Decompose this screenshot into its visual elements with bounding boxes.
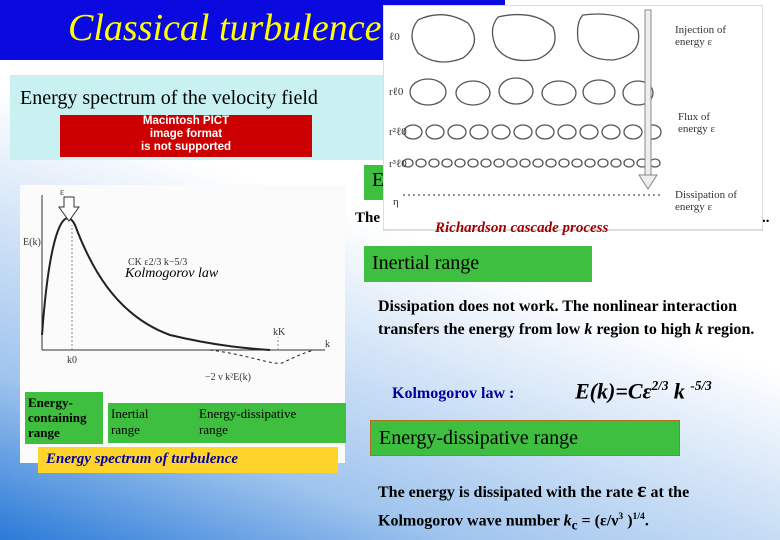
title: Classical turbulence [68,7,382,49]
scale-label: r³ℓ0 [389,158,407,170]
range-box: Energy-dissipative range [196,403,346,443]
pict-line: Macintosh PICT [142,115,230,127]
text-run: ) [623,512,633,530]
hidden-box-text: E [372,169,385,191]
scale-label: η [393,196,399,208]
text-run: = (ε/ν [577,512,619,530]
dissipative-text: The energy is dissipated with the rate ε… [378,478,773,538]
hidden-line: The [355,210,381,226]
text-run: k [584,321,593,338]
scale-label: r²ℓ0 [389,126,407,138]
text-run: k [668,378,691,404]
text-run: 2/3 [651,378,669,393]
dissipation-label: energy ε [675,201,712,213]
cascade-bg [383,5,763,231]
text-run: . [644,512,649,530]
cascade-figure: ℓ0 rℓ0 r²ℓ0 r³ℓ0 η Injection of energy ε… [383,5,763,236]
range-text: Energy-dissipative [199,406,297,421]
k0-label: k0 [67,355,77,366]
text-run: 3 [618,511,624,522]
spectrum-curve [41,217,271,351]
text-run: region. [703,321,755,338]
range-text: Energy- [28,395,73,410]
text-run: k [695,321,704,338]
range-text: containing [28,410,87,425]
text-run: The energy is dissipated with the rate [378,484,638,501]
text-run: region to high [592,321,696,338]
inertial-text: Dissipation does not work. The nonlinear… [378,295,768,341]
y-label: E(k) [23,237,41,248]
pict-line: image format [149,128,223,140]
x-label: k [325,339,330,350]
range-box: Energy-containing range [25,392,103,444]
epsilon-label: ε [60,187,64,198]
field-text: Energy spectrum of the velocity field [20,87,318,109]
flux-label: Flux of [678,111,710,123]
range-box: Inertial range [108,403,196,443]
range-text: range [111,422,140,437]
field-box: Energy spectrum of the velocity field Ma… [10,75,390,160]
text-run: ε [637,477,647,502]
dissip-formula: −2 ν k²E(k) [205,372,251,383]
spectrum-caption: Energy spectrum of turbulence [38,447,338,473]
law-label: Kolmogorov law [124,266,219,281]
hidden-line: .. [762,210,770,226]
text-run: 1/4 [632,511,645,522]
text-run: c [571,517,578,533]
scale-label: ℓ0 [389,31,400,43]
injection-label: Injection of [675,24,726,36]
energy-arrow [638,9,658,190]
dissipation-curve [209,349,316,364]
text-run: Dissipation does not work. The nonlinear… [378,298,738,338]
injection-label: energy ε [675,36,712,48]
law-label: Kolmogorov law : [392,385,515,402]
dissipation-label: Dissipation of [675,189,737,201]
scale-label: rℓ0 [389,86,404,98]
cascade-caption: Richardson cascade process [434,220,608,236]
injection-arrow [58,196,80,222]
text-run: k [563,512,572,530]
range-text: range [199,422,228,437]
law-formula: E(k)=Cε2/3 k -5/3 [575,378,712,404]
pict-line: is not supported [140,141,232,153]
pict-notice: Macintosh PICT image format is not suppo… [60,115,312,157]
inertial-heading: Inertial range [364,246,592,282]
law-formula: CK ε2/3 k−5/3 [128,257,187,268]
dissipative-heading: Energy-dissipative range [370,420,680,456]
text-run: at the Kolmogorov wave number [378,484,690,530]
text-run: E(k)=Cε [575,378,652,404]
flux-label: energy ε [678,123,715,135]
kk-label: kK [273,327,286,338]
range-text: range [28,425,60,440]
range-text: Inertial [111,406,149,421]
text-run: -5/3 [690,378,712,393]
eddies [402,13,663,196]
